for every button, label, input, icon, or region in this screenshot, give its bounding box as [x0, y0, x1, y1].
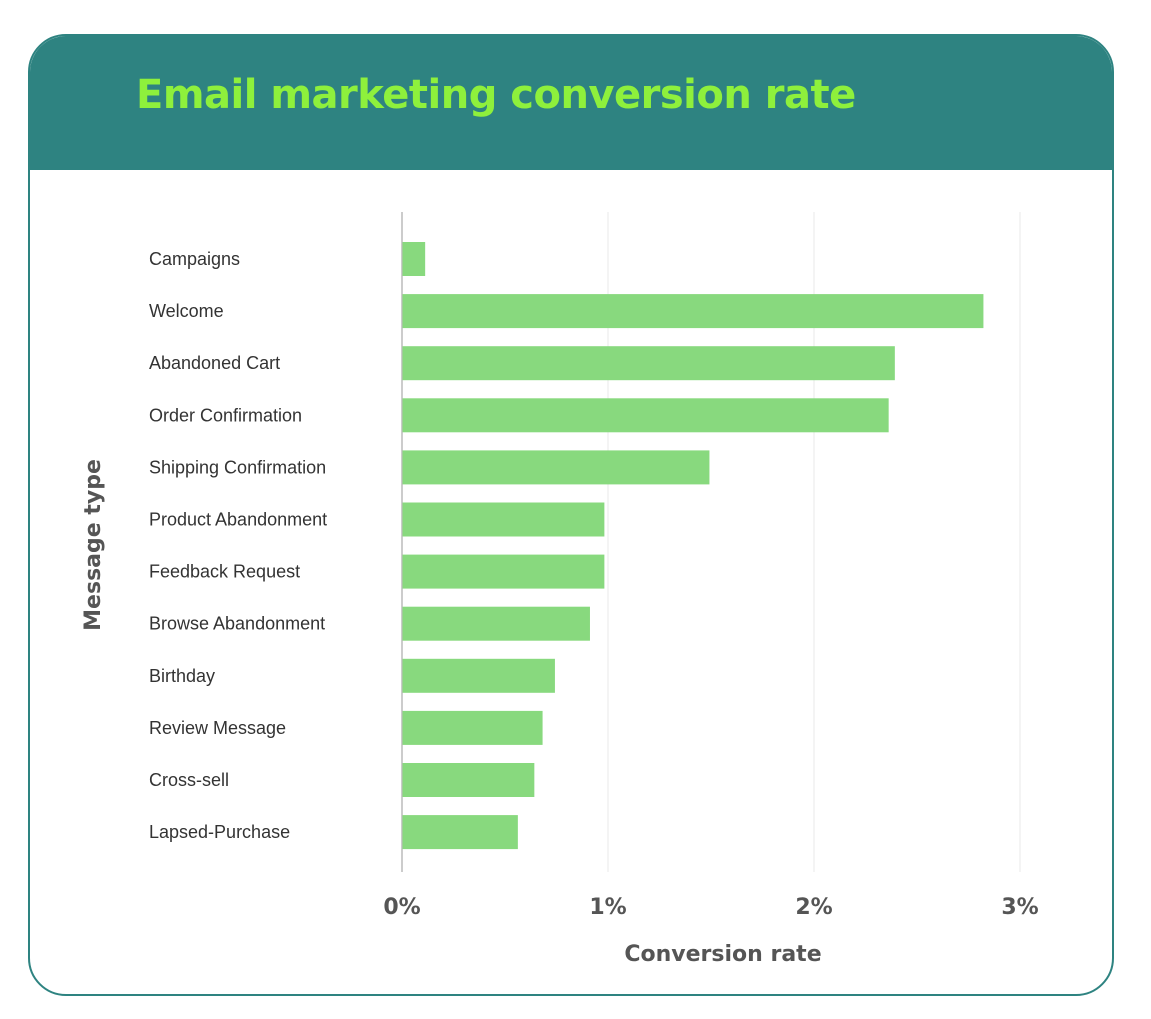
bar — [402, 554, 605, 589]
category-label: Campaigns — [149, 249, 240, 269]
category-label: Shipping Confirmation — [149, 457, 326, 477]
category-label: Lapsed-Purchase — [149, 822, 290, 842]
category-label: Feedback Request — [149, 562, 300, 582]
category-label: Order Confirmation — [149, 405, 302, 425]
bar — [402, 606, 590, 641]
category-label: Welcome — [149, 301, 224, 321]
x-tick-label: 1% — [589, 895, 626, 920]
category-label: Review Message — [149, 718, 286, 738]
y-axis-title: Message type — [81, 459, 106, 631]
bar — [402, 294, 984, 329]
bar — [402, 658, 555, 693]
category-label: Product Abandonment — [149, 510, 327, 530]
x-tick-labels: 0% 1% 2% 3% — [383, 895, 1038, 920]
bar — [402, 450, 710, 485]
x-tick-label: 3% — [1001, 895, 1038, 920]
bar — [402, 815, 518, 850]
category-labels: Campaigns Welcome Abandoned Cart Order Conf… — [149, 249, 327, 842]
x-tick-label: 2% — [795, 895, 832, 920]
chart-title: Email marketing conversion rate — [136, 72, 856, 118]
category-label: Cross-sell — [149, 770, 229, 790]
chart-card: Email marketing conversion rate — [28, 34, 1114, 996]
bar — [402, 763, 535, 797]
card-header: Email marketing conversion rate — [30, 36, 1112, 170]
category-label: Abandoned Cart — [149, 353, 280, 373]
category-label: Browse Abandonment — [149, 614, 325, 634]
category-label: Birthday — [149, 666, 215, 686]
bars — [402, 242, 984, 850]
x-axis-title: Conversion rate — [624, 942, 821, 967]
bar — [402, 502, 605, 537]
bar — [402, 710, 543, 745]
x-tick-label: 0% — [383, 895, 420, 920]
bar — [402, 346, 895, 381]
bar — [402, 398, 889, 433]
bar — [402, 242, 426, 276]
